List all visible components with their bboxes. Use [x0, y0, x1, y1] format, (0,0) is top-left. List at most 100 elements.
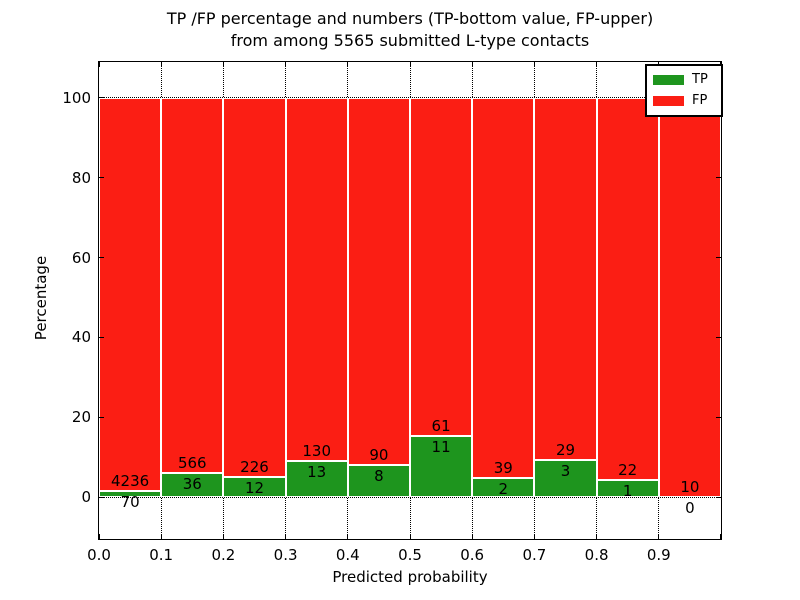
x-tick-mark-top — [160, 62, 162, 67]
tp-count-label: 36 — [182, 475, 202, 494]
x-tick-mark-top — [409, 62, 411, 67]
bar-segment-fp — [596, 97, 659, 480]
x-tick-mark-top — [533, 62, 535, 67]
bar-bin-7 — [534, 97, 597, 498]
bar-segment-tp — [99, 490, 162, 498]
y-tick-label: 60 — [71, 248, 91, 267]
tp-count-label: 11 — [431, 438, 451, 457]
legend-item: TP — [653, 69, 721, 90]
tp-count-label: 1 — [622, 481, 633, 500]
fp-count-label: 90 — [369, 445, 389, 464]
bar-segment-tp — [596, 479, 659, 498]
legend-item-label: FP — [692, 93, 708, 108]
x-tick-mark — [596, 534, 598, 539]
x-tick-label: 0.6 — [460, 546, 485, 564]
chart-title-line1: TP /FP percentage and numbers (TP-bottom… — [166, 9, 654, 28]
x-tick-label: 0.2 — [211, 546, 236, 564]
y-tick-mark — [99, 416, 104, 418]
fp-count-label: 10 — [680, 478, 700, 497]
bar-segment-tp — [223, 476, 286, 498]
y-tick-mark — [99, 496, 104, 498]
x-tick-mark-top — [285, 62, 287, 67]
x-tick-mark — [533, 534, 535, 539]
bar-segment-fp — [472, 97, 535, 478]
y-tick-label: 0 — [81, 488, 91, 507]
y-tick-label: 40 — [71, 328, 91, 347]
bar-bin-2 — [223, 97, 286, 498]
x-tick-mark — [658, 534, 660, 539]
x-tick-mark — [719, 534, 721, 539]
tp-count-label: 8 — [374, 466, 384, 485]
bar-bin-0 — [99, 97, 162, 498]
tp-count-label: 0 — [685, 499, 695, 518]
x-tick-label: 0.9 — [646, 546, 671, 564]
y-tick-mark-right — [716, 257, 721, 259]
x-tick-mark — [285, 534, 287, 539]
x-tick-mark — [160, 534, 162, 539]
gridline-horizontal-100 — [99, 97, 721, 99]
x-tick-mark — [471, 534, 473, 539]
y-tick-mark-right — [716, 416, 721, 418]
y-tick-mark-right — [716, 336, 721, 338]
y-tick-mark — [99, 177, 104, 179]
tp-count-label: 2 — [498, 479, 509, 498]
bar-bin-4 — [347, 97, 410, 498]
x-tick-label: 0.3 — [273, 546, 298, 564]
y-tick-mark-right — [716, 496, 721, 498]
fp-count-label: 226 — [240, 457, 269, 476]
bar-segment-fp — [658, 97, 721, 498]
bar-bin-3 — [285, 97, 348, 498]
legend-item-label: TP — [692, 72, 708, 87]
x-tick-label: 0.5 — [398, 546, 422, 564]
plot-area: 4236 70 566 36 226 12 130 13 90 8 61 11 39 2 29 3 22 1 10 0… — [62, 61, 723, 564]
fp-count-label: 39 — [493, 458, 513, 477]
tp-count-label: 70 — [120, 492, 140, 511]
x-tick-mark-top — [222, 62, 224, 67]
bar-bin-5 — [410, 97, 473, 498]
y-tick-label: 20 — [71, 408, 91, 427]
bar-segment-tp — [534, 459, 597, 498]
x-tick-mark — [222, 534, 224, 539]
bar-bin-1 — [161, 97, 224, 498]
chart-title-line2: from among 5565 submitted L-type contact… — [230, 31, 590, 50]
gridline-horizontal-0 — [99, 496, 721, 498]
fp-count-label: 29 — [555, 440, 576, 459]
bar-segment-fp — [285, 97, 348, 461]
fp-count-label: 22 — [618, 460, 638, 479]
y-tick-label: 80 — [71, 168, 91, 187]
tp-count-label: 13 — [307, 462, 327, 481]
y-tick-label: 100 — [62, 88, 91, 107]
x-tick-mark-top — [347, 62, 349, 67]
x-tick-label: 0.7 — [522, 546, 547, 564]
y-tick-mark-right — [716, 177, 721, 179]
bar-segment-tp — [285, 460, 348, 498]
fp-count-label: 61 — [431, 417, 451, 436]
legend-tp-swatch-icon — [653, 74, 684, 85]
y-tick-mark — [99, 336, 104, 338]
x-tick-label: 0.8 — [584, 546, 609, 564]
bar-bin-9 — [658, 97, 721, 500]
legend-item: FP — [653, 90, 721, 111]
y-tick-mark — [99, 257, 104, 259]
fp-count-label: 4236 — [111, 471, 150, 490]
bar-segment-tp — [161, 473, 224, 498]
legend: TP FP — [645, 64, 723, 117]
bar-segment-fp — [99, 97, 162, 491]
bar-bin-6 — [472, 97, 535, 498]
bar-segment-tp — [410, 436, 473, 498]
x-axis-label: Predicted probability — [332, 568, 488, 586]
x-tick-label: 0.1 — [149, 546, 174, 564]
x-tick-mark-top — [98, 62, 100, 67]
x-tick-mark — [409, 534, 411, 539]
bar-segment-fp — [223, 97, 286, 477]
bar-bin-8 — [596, 97, 659, 498]
x-tick-mark-top — [596, 62, 598, 67]
x-tick-label: 0.4 — [335, 546, 360, 564]
tp-count-label: 3 — [560, 461, 571, 480]
fp-count-label: 130 — [302, 441, 331, 460]
x-tick-label: 0.0 — [87, 546, 111, 564]
y-tick-mark — [99, 97, 104, 99]
x-tick-mark — [98, 534, 100, 539]
bar-segment-fp — [347, 97, 410, 465]
